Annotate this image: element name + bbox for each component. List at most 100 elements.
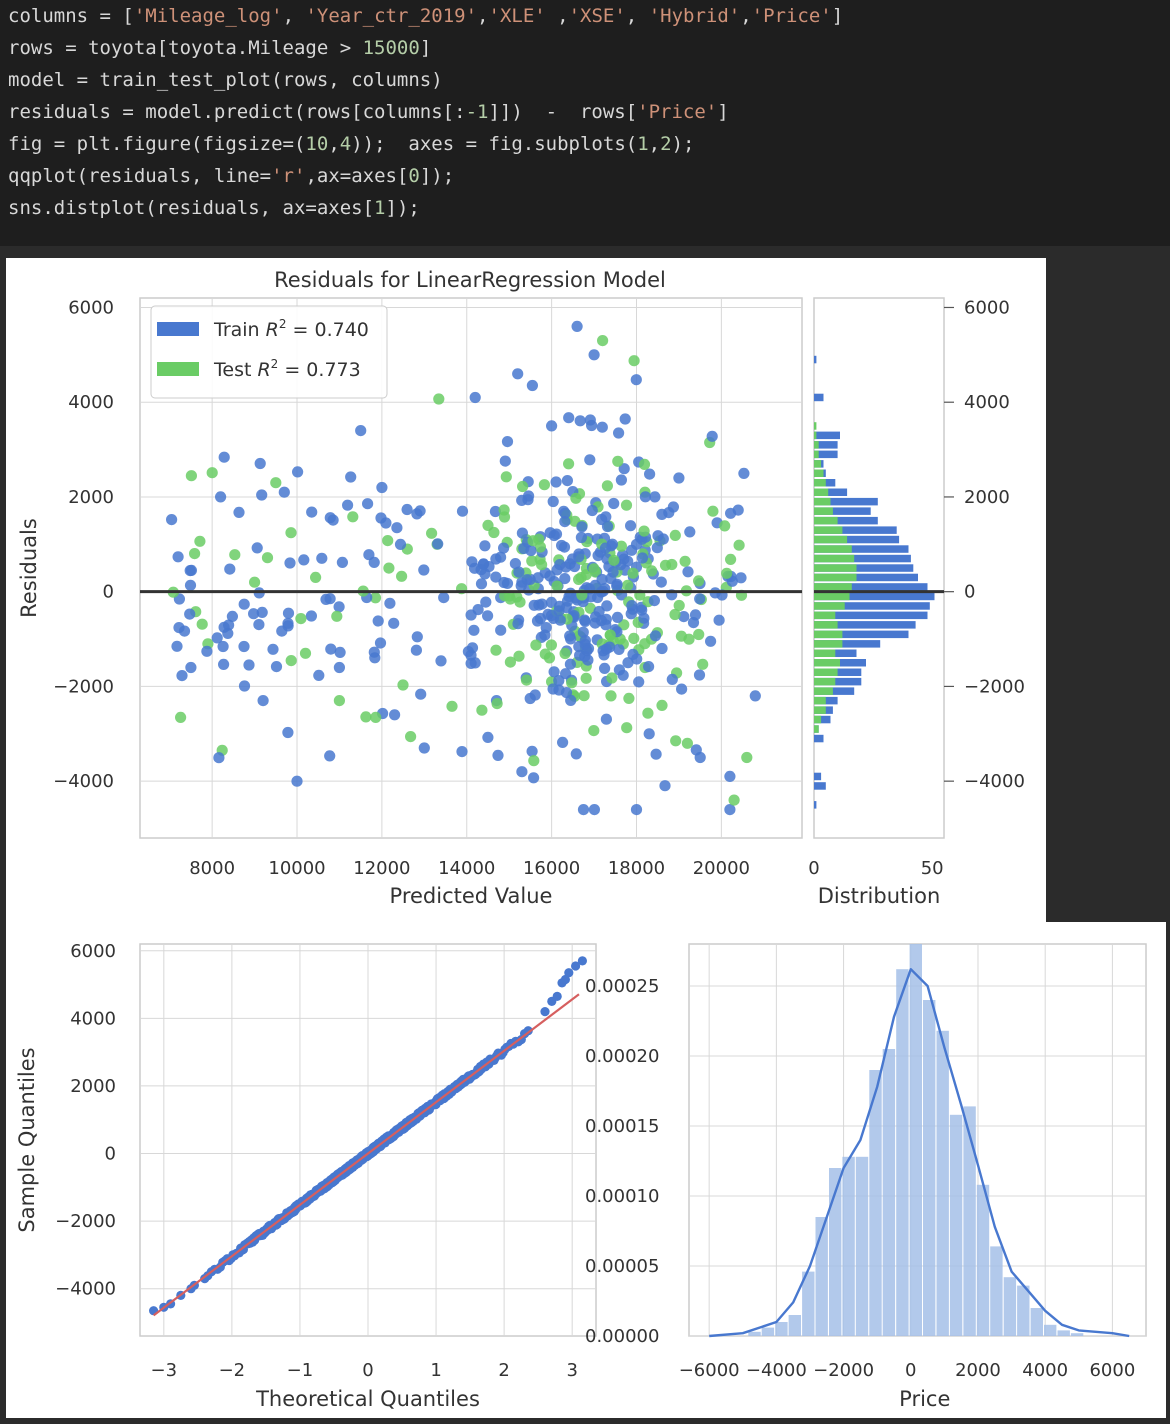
test-point [513, 650, 525, 662]
histogram-bar [814, 687, 855, 695]
test-point [628, 632, 640, 644]
train-point [582, 643, 595, 655]
test-point [721, 567, 733, 579]
train-point [251, 542, 263, 554]
test-point [405, 731, 417, 743]
test-point [528, 755, 540, 767]
test-point [566, 677, 578, 689]
test-point [229, 549, 241, 561]
train-point [267, 643, 279, 655]
code-cell[interactable]: columns = ['Mileage_log', 'Year_ctr_2019… [0, 0, 1170, 246]
y-tick-label: 0.00010 [585, 1186, 659, 1207]
residuals-plot-panel: Residuals for LinearRegression Model 800… [6, 258, 1046, 922]
train-point [334, 646, 346, 658]
test-point [270, 477, 282, 489]
train-point [650, 748, 662, 760]
histogram-bar [814, 441, 838, 449]
y-tick-label: −2000 [53, 676, 114, 697]
train-point [724, 804, 736, 816]
train-histogram [814, 355, 935, 809]
test-point [206, 467, 218, 479]
x-tick-label: 0 [905, 1360, 916, 1381]
train-point [376, 481, 388, 494]
train-point [256, 489, 268, 501]
histogram-bar [882, 1049, 896, 1336]
qq-reference-line [152, 993, 580, 1317]
train-point [749, 690, 761, 702]
histogram-bar [976, 1184, 990, 1336]
test-point [627, 567, 639, 579]
train-point [588, 349, 600, 361]
train-point [607, 566, 619, 578]
test-point [476, 704, 488, 716]
y-tick-label: 4000 [68, 392, 114, 413]
histogram-bar [909, 944, 922, 1336]
histogram-bar [814, 801, 817, 809]
histogram-bar [814, 497, 878, 506]
train-point [184, 608, 196, 620]
train-point [573, 551, 585, 563]
train-point [644, 468, 656, 480]
train-point [611, 580, 623, 592]
x-axis-label: Predicted Value [390, 884, 553, 908]
train-point [333, 661, 345, 674]
y-tick-label: 2000 [68, 487, 114, 508]
train-point [518, 542, 530, 555]
histogram-bar [814, 479, 826, 487]
train-point [509, 558, 521, 570]
histogram-bar [814, 592, 850, 601]
histogram-bar [923, 1000, 936, 1336]
train-point [559, 507, 571, 519]
train-point [738, 467, 750, 479]
test-point [382, 535, 394, 547]
train-point [292, 466, 304, 478]
test-point [490, 644, 502, 656]
test-point [612, 455, 624, 467]
y-tick-label: −2000 [55, 1211, 116, 1232]
legend: Train R2 = 0.740 Test R2 = 0.773 [150, 305, 388, 399]
train-point [544, 570, 556, 582]
histogram-bar [1030, 1308, 1043, 1336]
test-point [383, 562, 395, 574]
test-point [669, 529, 681, 541]
train-point [172, 551, 184, 563]
test-point [679, 555, 691, 567]
train-point [649, 630, 662, 642]
histogram-bar [814, 573, 918, 582]
train-point [173, 622, 185, 634]
train-point [466, 642, 479, 654]
histogram-bar [814, 497, 831, 506]
train-point [333, 601, 345, 613]
train-point [224, 563, 236, 575]
train-point [495, 624, 507, 636]
train-point [513, 566, 525, 578]
train-point [355, 425, 367, 437]
y-tick-label: 0.00015 [585, 1116, 659, 1137]
test-point [573, 573, 585, 585]
train-point [563, 412, 575, 424]
histogram-bar [814, 545, 909, 553]
train-point [597, 645, 609, 657]
test-point [605, 690, 617, 702]
legend-box [150, 305, 388, 399]
histogram-bar [814, 526, 897, 534]
train-point [684, 526, 696, 538]
test-point [488, 526, 500, 539]
train-point [574, 415, 586, 427]
train-point [673, 472, 685, 484]
train-point [282, 607, 295, 619]
x-tick-label: −2 [219, 1360, 246, 1381]
test-point [538, 479, 551, 491]
train-point [560, 561, 572, 573]
test-point [559, 647, 571, 660]
train-point [547, 495, 559, 508]
train-point [613, 427, 625, 439]
y-tick-label: −2000 [964, 676, 1025, 697]
train-point [411, 508, 423, 520]
histogram-bar [814, 431, 840, 440]
train-point [618, 463, 630, 475]
train-point [211, 632, 223, 644]
train-point [545, 609, 558, 622]
x-tick-label: 1 [430, 1360, 441, 1381]
train-point [435, 655, 447, 667]
